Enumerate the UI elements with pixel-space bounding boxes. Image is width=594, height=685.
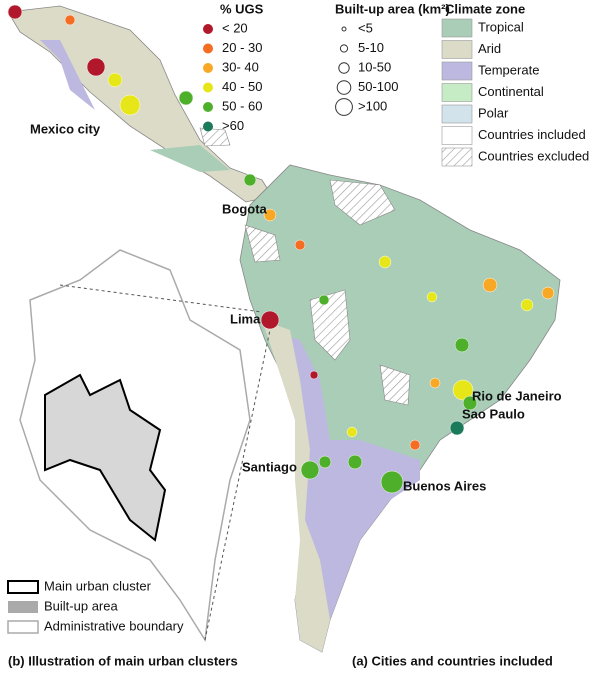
city-dot	[482, 277, 498, 293]
city-dot	[426, 291, 438, 303]
legend-swatch	[341, 26, 347, 32]
legend-swatch	[441, 18, 473, 38]
legend-label: Tropical	[478, 19, 524, 34]
legend-label: Countries included	[478, 127, 586, 142]
city-dot	[462, 395, 478, 411]
city-dot	[119, 94, 141, 116]
city-dot	[300, 460, 320, 480]
caption: (a) Cities and countries included	[352, 653, 553, 668]
city-dot	[86, 57, 106, 77]
city-label: Rio de Janeiro	[472, 388, 562, 403]
legend-swatch	[441, 104, 473, 124]
city-label: Lima	[230, 311, 261, 326]
legend-swatch	[203, 63, 213, 73]
legend-swatch	[339, 44, 349, 53]
city-dot	[178, 90, 194, 106]
city-label: Sao Paulo	[462, 406, 525, 421]
city-dots	[7, 4, 555, 494]
excluded-country	[329, 179, 396, 226]
city-dot	[107, 72, 123, 88]
inset	[19, 249, 271, 643]
legend-swatch	[441, 61, 473, 81]
legend-swatch	[203, 102, 213, 112]
city-dot	[454, 337, 470, 353]
city-dot	[409, 439, 421, 451]
legend-swatch	[441, 83, 473, 102]
city-label: Santiago	[242, 459, 297, 474]
zoom-line	[59, 284, 263, 313]
legend-swatch	[203, 43, 213, 54]
city-dot	[452, 379, 474, 401]
map-base	[7, 5, 561, 653]
city-dot	[449, 420, 465, 436]
legend-swatch	[336, 80, 352, 95]
legend-swatch	[203, 121, 213, 132]
swatch	[7, 620, 39, 634]
city-dot	[64, 14, 76, 26]
swatch	[7, 580, 39, 594]
legend-label: >60	[222, 118, 244, 133]
city-dot	[347, 454, 363, 470]
legend-title: Climate zone	[445, 1, 525, 16]
legend-label: 50-100	[358, 79, 398, 94]
city-dot	[346, 426, 358, 438]
legend-label: Polar	[478, 105, 509, 120]
legend-label: 20 - 30	[222, 40, 262, 55]
legend-swatch	[441, 40, 473, 59]
legend-label: 5-10	[358, 40, 384, 55]
city-dot	[378, 255, 392, 269]
legend-label: < 20	[222, 20, 248, 35]
admin-boundary	[19, 249, 251, 643]
arid-zone	[262, 320, 330, 652]
legend-label: Administrative boundary	[44, 618, 184, 633]
legend-label: Built-up area	[44, 598, 118, 613]
legend-title: % UGS	[220, 1, 264, 16]
city-dot	[318, 294, 330, 306]
city-dot	[380, 470, 404, 494]
legend-label: Temperate	[478, 62, 539, 77]
excluded-country	[379, 364, 411, 406]
zoom-line	[204, 329, 271, 641]
city-dot	[7, 4, 23, 20]
legend-swatch	[203, 24, 213, 34]
city-dot	[541, 286, 555, 300]
city-label: Mexico city	[30, 121, 101, 136]
swatch	[8, 601, 38, 613]
city-label: Bogota	[222, 201, 268, 216]
legend-label: Countries excluded	[478, 148, 589, 163]
inset-legend: Main urban cluster Built-up area Adminis…	[7, 578, 184, 634]
city-dot	[294, 239, 306, 251]
city-dot	[318, 455, 332, 469]
excluded-country	[244, 224, 281, 263]
city-dot	[263, 208, 277, 222]
excluded-country	[309, 289, 351, 361]
legend-swatch	[338, 62, 350, 74]
legend-label: Main urban cluster	[44, 578, 152, 593]
excluded-country	[199, 127, 231, 147]
legend-label: 30- 40	[222, 59, 259, 74]
legend-swatch	[441, 147, 473, 167]
legend-label: 10-50	[358, 59, 391, 74]
tropical-zone	[150, 145, 230, 172]
city-dot	[520, 298, 534, 312]
city-dot	[429, 377, 441, 389]
city-label: Buenos Aires	[403, 478, 486, 493]
legend-label: >100	[358, 98, 387, 113]
legend-label: Arid	[478, 41, 501, 56]
city-dot	[260, 310, 280, 330]
legend-swatch	[335, 98, 353, 116]
city-dot	[243, 173, 257, 187]
legend-title: Built-up area (km²)	[335, 1, 450, 16]
temperate-zone	[40, 40, 95, 110]
legend-label: <5	[358, 20, 373, 35]
legend-swatch	[203, 82, 213, 93]
city-dot	[309, 370, 319, 380]
legend-swatch	[441, 126, 473, 145]
legend-label: Continental	[478, 84, 544, 99]
legend-label: 50 - 60	[222, 98, 262, 113]
legend-label: 40 - 50	[222, 79, 262, 94]
caption: (b) Illustration of main urban clusters	[8, 653, 238, 668]
main-urban-cluster	[44, 373, 167, 542]
